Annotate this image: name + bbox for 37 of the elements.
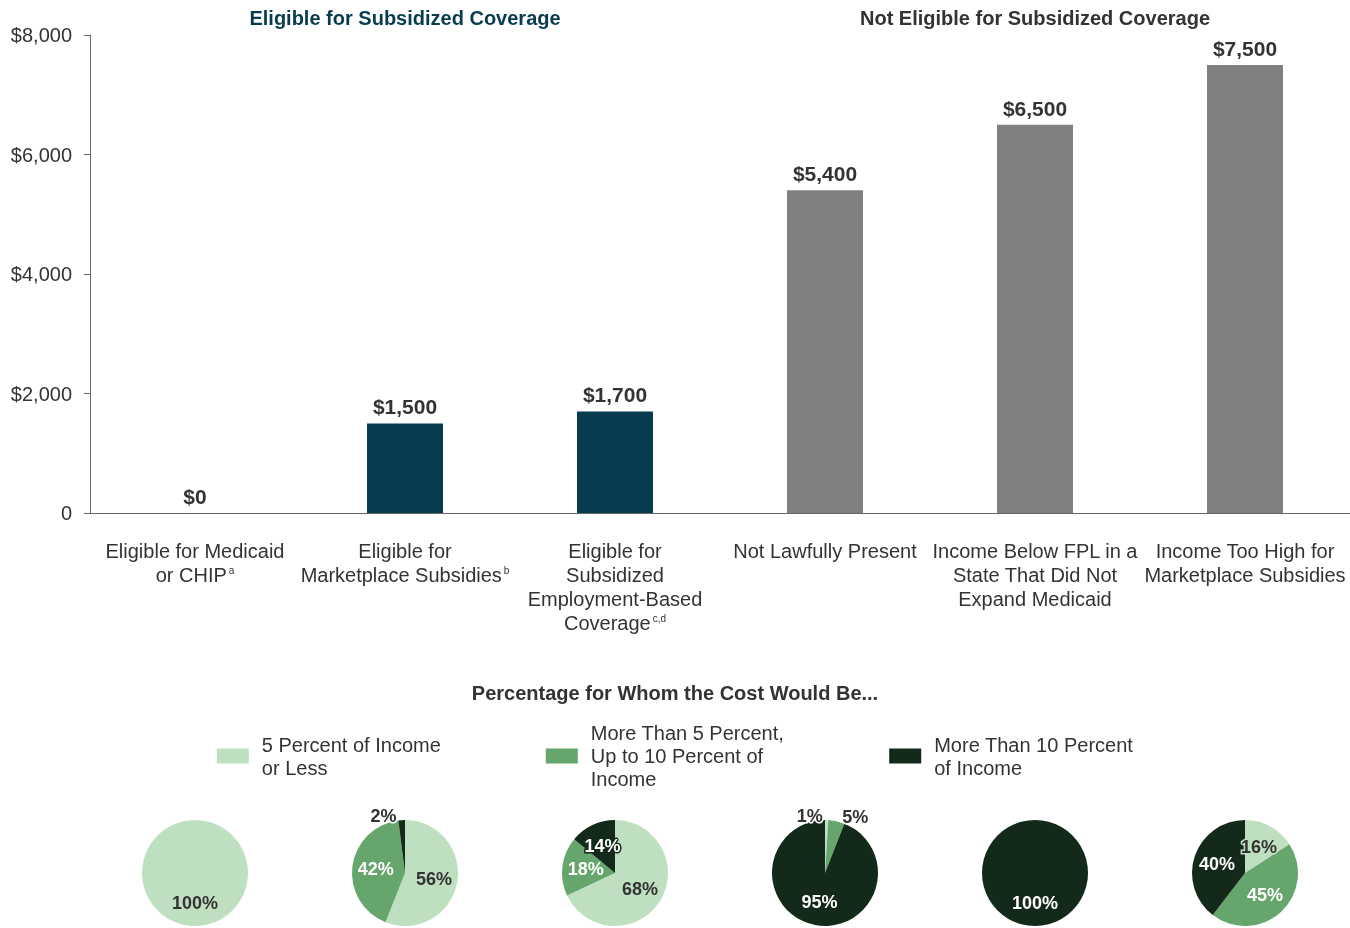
chart-title: Percentage for Whom the Cost Would Be... (471, 682, 879, 704)
data-label: 68% (621, 878, 658, 899)
data-label: $5,400 (792, 162, 858, 186)
data-label: $6,500 (1002, 96, 1068, 120)
x-tick-label: Not Lawfully Present (733, 540, 918, 562)
y-tick-label: $8,000 (10, 24, 72, 46)
bar (787, 190, 863, 513)
bar (997, 124, 1073, 513)
data-label: 45% (1247, 884, 1284, 905)
data-label: 1% (796, 806, 823, 827)
bar (577, 411, 653, 513)
data-label: 100% (171, 892, 219, 913)
y-tick-label: $6,000 (10, 143, 72, 166)
data-label: $1,700 (582, 383, 648, 407)
data-label: 56% (415, 868, 452, 889)
text: Eligible for Subsidized Coverage (249, 7, 561, 29)
data-label: $1,500 (372, 395, 438, 419)
legend-label: 5 Percent of Income or Less (261, 733, 441, 779)
data-label: $7,500 (1212, 36, 1278, 60)
data-label: 5% (842, 807, 869, 828)
bar (1207, 64, 1283, 513)
x-tick-label: Income Too High for Marketplace Subsidies (1144, 540, 1346, 586)
y-tick-label: 0 (60, 502, 72, 524)
legend-label: More Than 5 Percent, Up to 10 Percent of Income (590, 722, 784, 790)
y-tick-label: $4,000 (10, 263, 72, 285)
data-label: 40% (1199, 853, 1236, 874)
x-tick-label: Income Below FPL in a State That Did Not Expand Medicaid (932, 540, 1139, 610)
data-label: 95% (801, 891, 838, 912)
text: Not Eligible for Subsidized Coverage (859, 7, 1211, 29)
data-label: 18% (567, 859, 604, 880)
legend-label: More Than 10 Percent of Income (934, 733, 1134, 779)
bar (367, 423, 443, 513)
data-label: 42% (357, 859, 394, 880)
data-label: 100% (1011, 892, 1059, 913)
y-tick-label: $2,000 (10, 382, 72, 405)
data-label: $0 (183, 485, 207, 508)
data-label: 2% (370, 806, 397, 827)
